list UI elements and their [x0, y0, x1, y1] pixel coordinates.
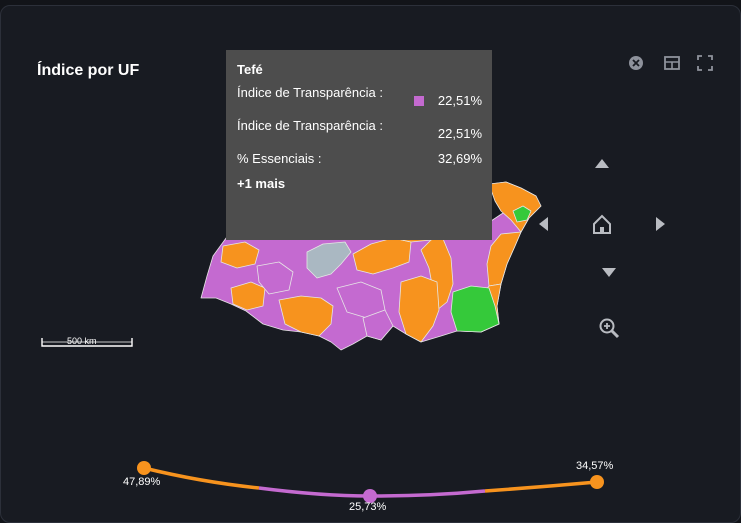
map-region: [450, 285, 500, 333]
map-region: [488, 181, 542, 233]
pan-up-icon[interactable]: [590, 151, 614, 175]
map-region: [306, 241, 352, 279]
tooltip-row: Índice de Transparência : 22,51%: [237, 85, 482, 109]
map-tooltip: Tefé Índice de Transparência : 22,51% Ín…: [226, 50, 492, 240]
tooltip-row-label: % Essenciais :: [237, 151, 322, 166]
scale-bar: [41, 338, 133, 347]
panel-title: Índice por UF: [37, 62, 140, 79]
tooltip-row-label: Índice de Transparência :: [237, 85, 383, 100]
slider-handle: [137, 461, 151, 475]
slider-handle: [363, 489, 377, 503]
table-icon[interactable]: [663, 54, 681, 72]
tooltip-row: % Essenciais : 32,69%: [237, 151, 482, 167]
pan-left-icon[interactable]: [531, 212, 555, 236]
map-region: [278, 295, 334, 337]
fullscreen-icon[interactable]: [696, 54, 714, 72]
slider-label: 47,89%: [123, 476, 161, 488]
tooltip-row: Índice de Transparência : 22,51%: [237, 118, 482, 142]
map-region: [398, 275, 440, 343]
series-swatch: [413, 96, 424, 106]
map-region: [362, 309, 394, 341]
tooltip-row-label: Índice de Transparência :: [237, 118, 383, 133]
map-panel: Índice por UF: [0, 5, 741, 523]
map-region: [230, 281, 266, 311]
close-circle-icon[interactable]: [627, 54, 645, 72]
range-slider[interactable]: [1, 446, 741, 523]
tooltip-row-value: 32,69%: [437, 151, 482, 166]
tooltip-row-value: 22,51%: [437, 93, 482, 108]
slider-label: 34,57%: [576, 460, 614, 472]
pan-down-icon[interactable]: [597, 261, 621, 285]
map-region: [352, 237, 412, 275]
scale-label: 500 km: [67, 336, 97, 346]
home-icon[interactable]: [590, 212, 614, 236]
tooltip-row-value: 22,51%: [437, 126, 482, 141]
slider-handle: [590, 475, 604, 489]
tooltip-title: Tefé: [237, 62, 263, 77]
slider-label: 25,73%: [349, 501, 387, 513]
zoom-icon[interactable]: [597, 316, 621, 340]
map-region: [512, 205, 532, 223]
pan-right-icon[interactable]: [649, 212, 673, 236]
map-region: [256, 261, 294, 295]
map-region: [220, 241, 260, 269]
tooltip-more: +1 mais: [237, 176, 286, 191]
